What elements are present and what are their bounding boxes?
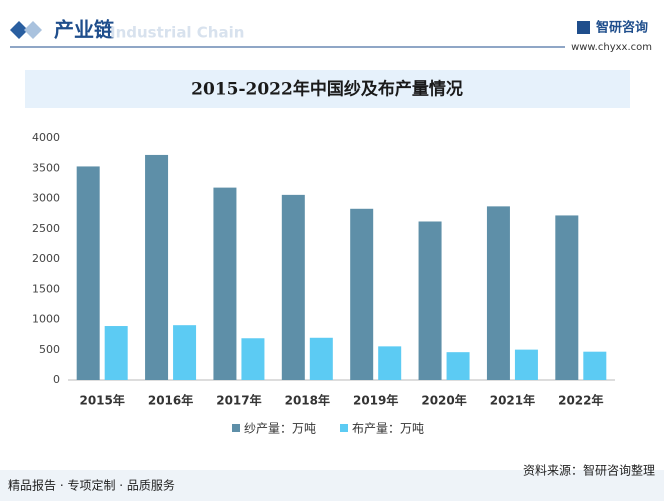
chart-title: 2015-2022年中国纱及布产量情况 xyxy=(191,79,463,100)
legend-label: 布产量：万吨 xyxy=(352,422,424,436)
bar xyxy=(514,349,538,380)
y-tick-label: 500 xyxy=(39,343,60,356)
legend-label: 纱产量：万吨 xyxy=(244,422,316,436)
x-tick-label: 2020年 xyxy=(421,393,466,408)
y-tick-label: 0 xyxy=(53,373,60,386)
footer-band xyxy=(0,470,664,501)
bar xyxy=(583,351,607,380)
y-tick-label: 1500 xyxy=(32,282,60,295)
bar xyxy=(104,326,128,380)
bar xyxy=(76,166,100,380)
bar xyxy=(241,338,265,380)
y-tick-label: 2000 xyxy=(32,252,60,265)
y-tick-label: 4000 xyxy=(32,131,60,144)
logo-icon xyxy=(577,21,590,34)
footer-left: 精品报告 · 专项定制 · 品质服务 xyxy=(8,478,175,493)
bar xyxy=(446,352,470,380)
x-tick-label: 2018年 xyxy=(285,393,330,408)
y-tick-label: 1000 xyxy=(32,313,60,326)
brand: 智研咨询 xyxy=(596,20,648,36)
plot: 0 500 1000 1500 2000 2500 3000 3500 4000 2015年 201… xyxy=(32,131,615,436)
header-subtitle: Industrial Chain xyxy=(110,24,244,42)
x-tick-label: 2017年 xyxy=(216,393,261,408)
legend-swatch xyxy=(340,424,348,432)
bar xyxy=(378,346,402,380)
header-icon xyxy=(24,21,42,39)
bar xyxy=(145,154,169,380)
y-tick-label: 2500 xyxy=(32,222,60,235)
bar xyxy=(281,194,305,380)
x-tick-label: 2015年 xyxy=(79,393,124,408)
title-box xyxy=(25,70,630,108)
x-tick-label: 2016年 xyxy=(148,393,193,408)
url: www.chyxx.com xyxy=(571,42,652,53)
bar xyxy=(173,325,197,380)
x-tick-label: 2022年 xyxy=(558,393,603,408)
header-title: 产业链 xyxy=(54,18,115,42)
bar xyxy=(486,206,510,380)
bar xyxy=(213,187,237,380)
bar xyxy=(350,208,374,380)
legend-swatch xyxy=(232,424,240,432)
bar xyxy=(418,221,442,380)
x-tick-label: 2021年 xyxy=(490,393,535,408)
x-tick-label: 2019年 xyxy=(353,393,398,408)
y-tick-label: 3500 xyxy=(32,161,60,174)
bar xyxy=(309,337,333,380)
bar xyxy=(555,215,579,380)
source: 资料来源：智研咨询整理 xyxy=(523,463,655,478)
y-tick-label: 3000 xyxy=(32,192,60,205)
header-icon xyxy=(10,21,28,39)
